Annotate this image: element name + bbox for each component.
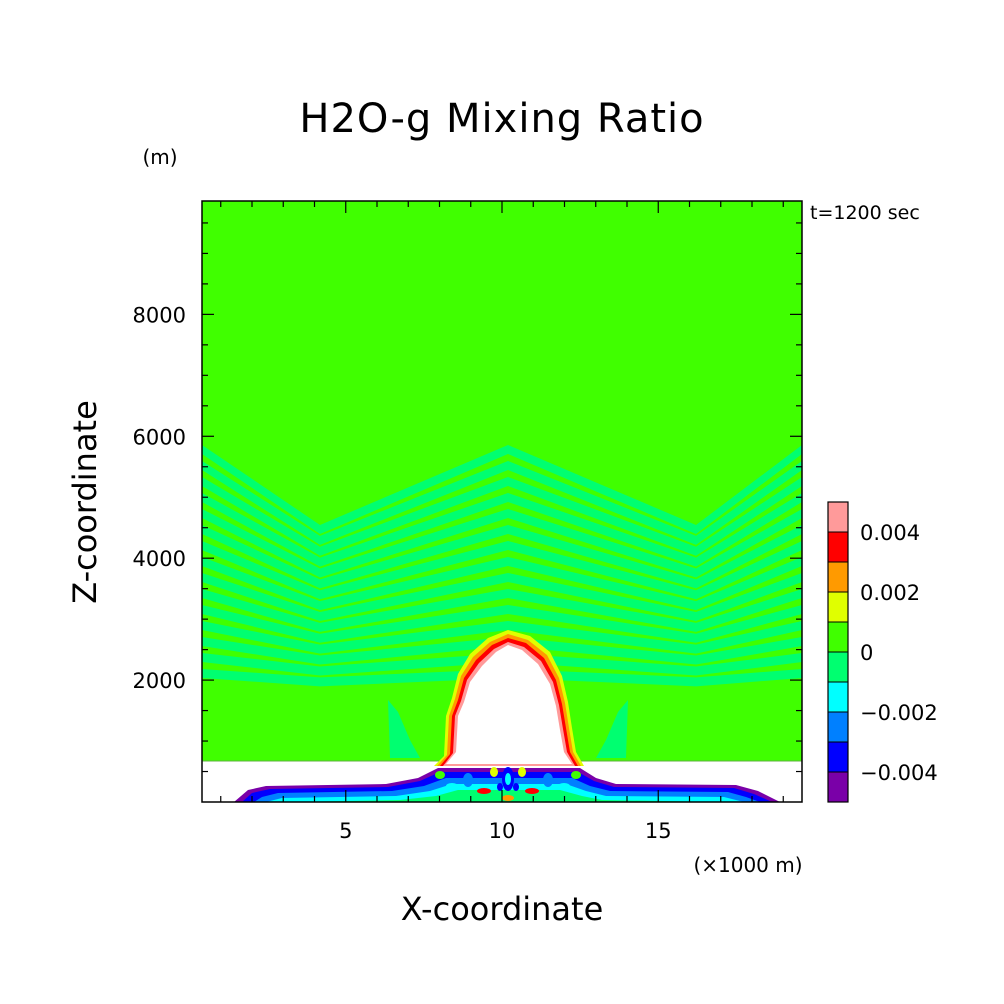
- turbulence-cell: [525, 788, 539, 794]
- colorbar-tick-label: −0.004: [860, 761, 938, 785]
- turbulence-cell: [502, 795, 514, 801]
- wave-band: [388, 700, 420, 758]
- wave-band: [202, 525, 802, 589]
- chart-title: H2O-g Mixing Ratio: [299, 96, 704, 142]
- colorbar-swatch: [828, 712, 848, 742]
- colorbar-swatch: [828, 532, 848, 562]
- wave-band: [202, 573, 802, 622]
- dome-interior: [446, 645, 572, 764]
- wave-band: [202, 605, 802, 643]
- wave-band: [202, 509, 802, 578]
- colorbar-tick-label: −0.002: [860, 701, 938, 725]
- turbulence-cell: [513, 783, 519, 791]
- x-tick-label: 15: [645, 819, 672, 843]
- colorbar: 0.004 0.002 0 −0.002 −0.004: [827, 501, 938, 803]
- wave-band: [596, 700, 628, 758]
- colorbar-tick-label: 0.002: [860, 581, 920, 605]
- turbulence-cell: [446, 783, 458, 789]
- y-unit-label: (m): [142, 145, 177, 169]
- x-tick-label: 5: [339, 819, 352, 843]
- y-tick-label: 2000: [133, 669, 186, 693]
- colorbar-swatch: [828, 502, 848, 532]
- x-unit-label: (×1000 m): [693, 853, 802, 877]
- turbulence-cell: [463, 773, 473, 787]
- turbulence-cell: [505, 773, 511, 785]
- colorbar-swatch: [828, 682, 848, 712]
- colorbar-tick-label: 0.004: [860, 521, 920, 545]
- turbulence-cell: [518, 767, 526, 777]
- wave-band: [202, 477, 802, 556]
- colorbar-swatch: [828, 592, 848, 622]
- wave-band: [202, 493, 802, 567]
- turbulence-cell: [490, 767, 498, 777]
- turbulence-cell: [497, 783, 503, 791]
- axes: 5 10 15 2000 4000 6000 8000: [133, 201, 802, 843]
- wave-band: [202, 541, 802, 600]
- surface-layer: [234, 767, 780, 802]
- turbulence-cell: [477, 788, 491, 794]
- turbulence-cell: [558, 783, 570, 789]
- colorbar-swatch: [828, 622, 848, 652]
- wave-band: [202, 445, 802, 534]
- turbulence-cell: [435, 771, 445, 779]
- colorbar-tick-label: 0: [860, 641, 873, 665]
- x-axis-label: X-coordinate: [401, 890, 604, 928]
- y-tick-label: 4000: [133, 547, 186, 571]
- colorbar-swatch: [828, 652, 848, 682]
- colorbar-swatch: [828, 562, 848, 592]
- wave-band: [202, 461, 802, 545]
- wave-band: [202, 653, 802, 676]
- thermal-dome: [434, 630, 584, 766]
- plot-area: [202, 201, 802, 802]
- wave-band: [202, 557, 802, 611]
- turbulence-cell: [543, 773, 553, 787]
- y-axis-label: Z-coordinate: [66, 400, 104, 604]
- x-tick-label: 10: [489, 819, 516, 843]
- y-tick-label: 6000: [133, 425, 186, 449]
- colorbar-swatch: [828, 772, 848, 802]
- time-label: t=1200 sec: [810, 202, 920, 224]
- wave-band: [202, 621, 802, 654]
- colorbar-swatch: [828, 742, 848, 772]
- turbulence-cell: [571, 771, 581, 779]
- surface-turbulence: [435, 767, 581, 801]
- y-tick-label: 8000: [133, 303, 186, 327]
- wave-band: [202, 589, 802, 632]
- wave-band: [202, 637, 802, 665]
